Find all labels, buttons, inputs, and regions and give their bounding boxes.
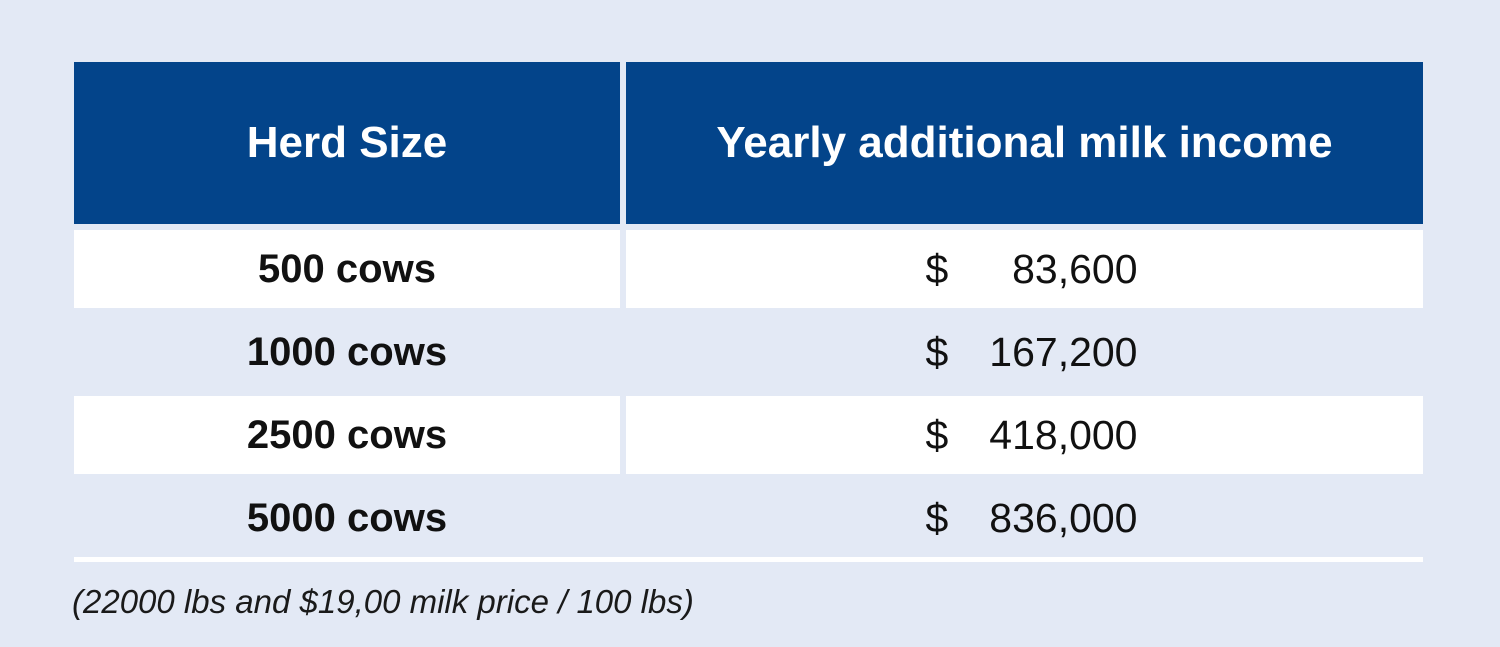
table-row: 2500 cows $ 418,000	[74, 396, 1423, 474]
herd-size-cell: 500 cows	[74, 230, 620, 308]
table-row: 500 cows $ 83,600	[74, 230, 1423, 308]
currency-symbol: $	[925, 494, 949, 541]
table-header-row: Herd Size Yearly additional milk income	[74, 62, 1423, 224]
income-cell: $ 83,600	[626, 230, 1423, 308]
currency-symbol: $	[925, 245, 949, 292]
income-amount: 836,000	[989, 494, 1138, 541]
income-amount: 83,600	[1012, 245, 1138, 292]
table-row: 5000 cows $ 836,000	[74, 479, 1423, 557]
herd-size-cell: 2500 cows	[74, 396, 620, 474]
income-cell: $ 418,000	[626, 396, 1423, 474]
herd-size-cell: 1000 cows	[74, 313, 620, 391]
table-bottom-divider	[74, 557, 1423, 562]
income-amount: 418,000	[989, 411, 1138, 458]
currency-symbol: $	[925, 328, 949, 375]
currency-symbol: $	[925, 411, 949, 458]
herd-size-cell: 5000 cows	[74, 479, 620, 557]
table-row: 1000 cows $ 167,200	[74, 313, 1423, 391]
footnote: (22000 lbs and $19,00 milk price / 100 l…	[72, 583, 694, 620]
income-cell: $ 836,000	[626, 479, 1423, 557]
income-amount: 167,200	[989, 328, 1138, 375]
column-header-herd-size: Herd Size	[74, 62, 620, 224]
income-table: Herd Size Yearly additional milk income …	[74, 62, 1423, 562]
column-header-yearly-income: Yearly additional milk income	[626, 62, 1423, 224]
income-cell: $ 167,200	[626, 313, 1423, 391]
